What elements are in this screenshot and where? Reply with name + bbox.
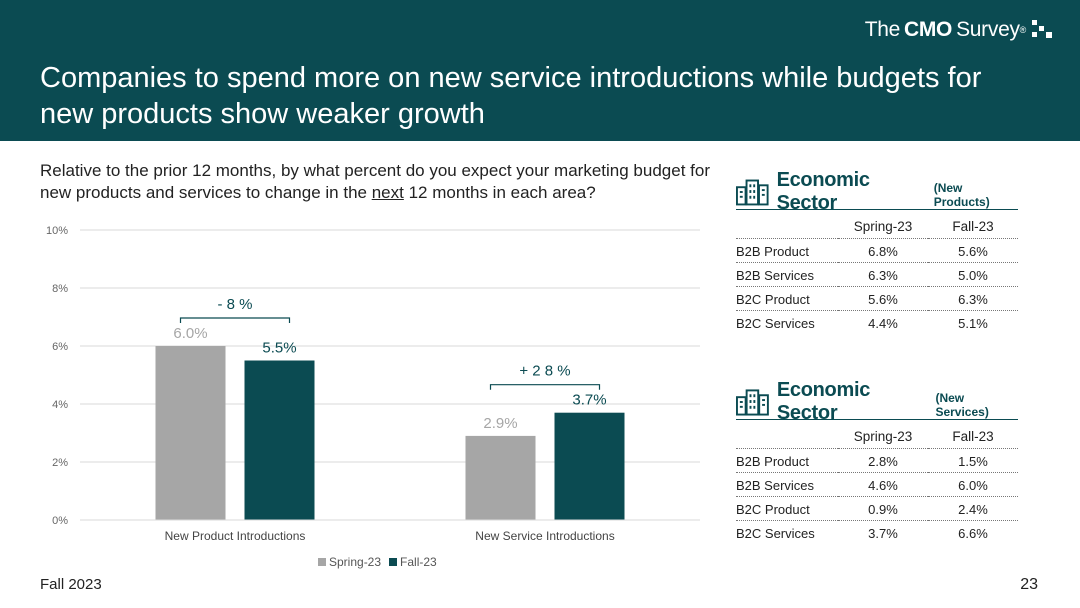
row-label: B2B Services — [736, 262, 838, 287]
cell-value: 6.3% — [838, 262, 928, 287]
cell-value: 2.4% — [928, 496, 1018, 521]
question-underlined: next — [371, 183, 404, 202]
column-header: Spring-23 — [838, 420, 928, 449]
cell-value: 0.9% — [838, 496, 928, 521]
column-header: Fall-23 — [928, 420, 1018, 449]
legend-item-spring: Spring-23 — [318, 555, 381, 569]
table-header-row: Spring-23 Fall-23 — [736, 210, 1018, 239]
brand-dots-icon — [1030, 18, 1056, 42]
change-bracket — [179, 317, 291, 323]
y-tick-label: 8% — [52, 283, 68, 295]
table-row: B2B Product 2.8% 1.5% — [736, 448, 1018, 473]
brand-survey: Survey — [956, 18, 1020, 41]
bar-spring-23 — [465, 435, 536, 520]
cell-value: 6.6% — [958, 525, 988, 541]
header-banner: The CMO Survey ® Companies to spend more… — [0, 0, 1080, 141]
survey-question: Relative to the prior 12 months, by what… — [40, 161, 710, 202]
y-tick-label: 4% — [52, 399, 68, 411]
data-label: 2.9% — [483, 415, 517, 432]
building-icon — [736, 388, 769, 416]
column-header: Fall-23 — [928, 210, 1018, 239]
table-row: B2B Services 6.3% 5.0% — [736, 262, 1018, 287]
brand-reg: ® — [1019, 25, 1027, 35]
row-label: B2B Product — [736, 238, 838, 263]
cell-value: 2.8% — [838, 448, 928, 473]
cell-value: 5.1% — [958, 315, 988, 331]
bar-chart: 0% 2% 4% 6% 8% 10% 6.0% 5.5% New Product Introdu… — [46, 225, 700, 543]
page-number: 23 — [1020, 576, 1038, 593]
cell-value: 5.6% — [928, 238, 1018, 263]
table-row: B2B Product 6.8% 5.6% — [736, 238, 1018, 263]
table-header-row: Spring-23 Fall-23 — [736, 420, 1018, 449]
data-label: 6.0% — [173, 325, 207, 342]
bar-fall-23 — [554, 412, 625, 520]
panel-title: Economic Sector — [776, 378, 871, 424]
row-label: B2C Services — [736, 525, 815, 541]
table-row: B2C Product 5.6% 6.3% — [736, 286, 1018, 311]
data-label: 5.5% — [262, 340, 296, 357]
brand-the: The — [864, 18, 901, 41]
cell-value: 4.4% — [868, 315, 898, 331]
y-tick-label: 2% — [52, 457, 68, 469]
legend-item-fall: Fall-23 — [389, 555, 437, 569]
building-icon — [736, 179, 769, 205]
legend-swatch-fall — [389, 558, 398, 566]
data-label: 3.7% — [572, 392, 606, 409]
x-tick-label: New Service Introductions — [475, 529, 614, 543]
row-label: B2C Product — [736, 496, 838, 521]
x-tick-label: New Product Introductions — [165, 529, 306, 543]
row-label: B2C Services — [736, 315, 815, 331]
page-title: Companies to spend more on new service i… — [40, 62, 982, 130]
change-annotation: + 2 8 % — [519, 363, 570, 380]
legend-swatch-spring — [318, 558, 326, 566]
bar-fall-23 — [244, 360, 315, 520]
brand-logo: The CMO Survey ® — [865, 18, 1056, 42]
table-row: B2C Services 4.4% 5.1% — [736, 310, 1018, 334]
column-header: Spring-23 — [838, 210, 928, 239]
change-bracket — [489, 384, 601, 390]
cell-value: 1.5% — [928, 448, 1018, 473]
y-tick-label: 0% — [52, 515, 68, 527]
sector-table-new-products: Economic Sector (New Products) Spring-23… — [736, 169, 1018, 334]
panel-header: Economic Sector (New Products) — [736, 169, 1018, 214]
cell-value: 4.6% — [838, 472, 928, 497]
cell-value: 5.6% — [838, 286, 928, 311]
cell-value: 6.3% — [928, 286, 1018, 311]
footer-date: Fall 2023 — [40, 576, 102, 593]
cell-value: 5.0% — [928, 262, 1018, 287]
cell-value: 6.8% — [838, 238, 928, 263]
table-row: B2C Product 0.9% 2.4% — [736, 496, 1018, 521]
row-label: B2C Product — [736, 286, 838, 311]
change-annotation: - 8 % — [217, 296, 252, 313]
bar-spring-23 — [155, 346, 226, 520]
panel-subtitle: (New Services) — [935, 390, 989, 419]
panel-header: Economic Sector (New Services) — [736, 379, 1018, 424]
panel-subtitle: (New Products) — [933, 180, 990, 209]
y-tick-label: 10% — [46, 225, 68, 237]
chart-legend: Spring-23 Fall-23 — [318, 555, 437, 569]
table-row: B2B Services 4.6% 6.0% — [736, 472, 1018, 497]
y-tick-label: 6% — [52, 341, 68, 353]
cell-value: 6.0% — [928, 472, 1018, 497]
cell-value: 3.7% — [868, 525, 898, 541]
row-label: B2B Services — [736, 472, 838, 497]
row-label: B2B Product — [736, 448, 838, 473]
sector-table-new-services: Economic Sector (New Services) Spring-23… — [736, 379, 1018, 544]
sector-table: Spring-23 Fall-23 B2B Product 2.8% 1.5% … — [736, 420, 1018, 544]
table-row: B2C Services 3.7% 6.6% — [736, 520, 1018, 544]
brand-cmo: CMO — [904, 18, 953, 41]
sector-table: Spring-23 Fall-23 B2B Product 6.8% 5.6% … — [736, 210, 1018, 334]
panel-title: Economic Sector — [776, 168, 870, 214]
